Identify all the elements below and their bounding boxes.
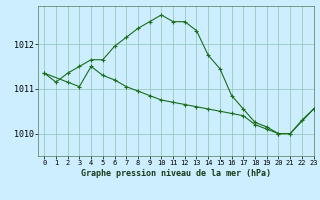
X-axis label: Graphe pression niveau de la mer (hPa): Graphe pression niveau de la mer (hPa)	[81, 169, 271, 178]
